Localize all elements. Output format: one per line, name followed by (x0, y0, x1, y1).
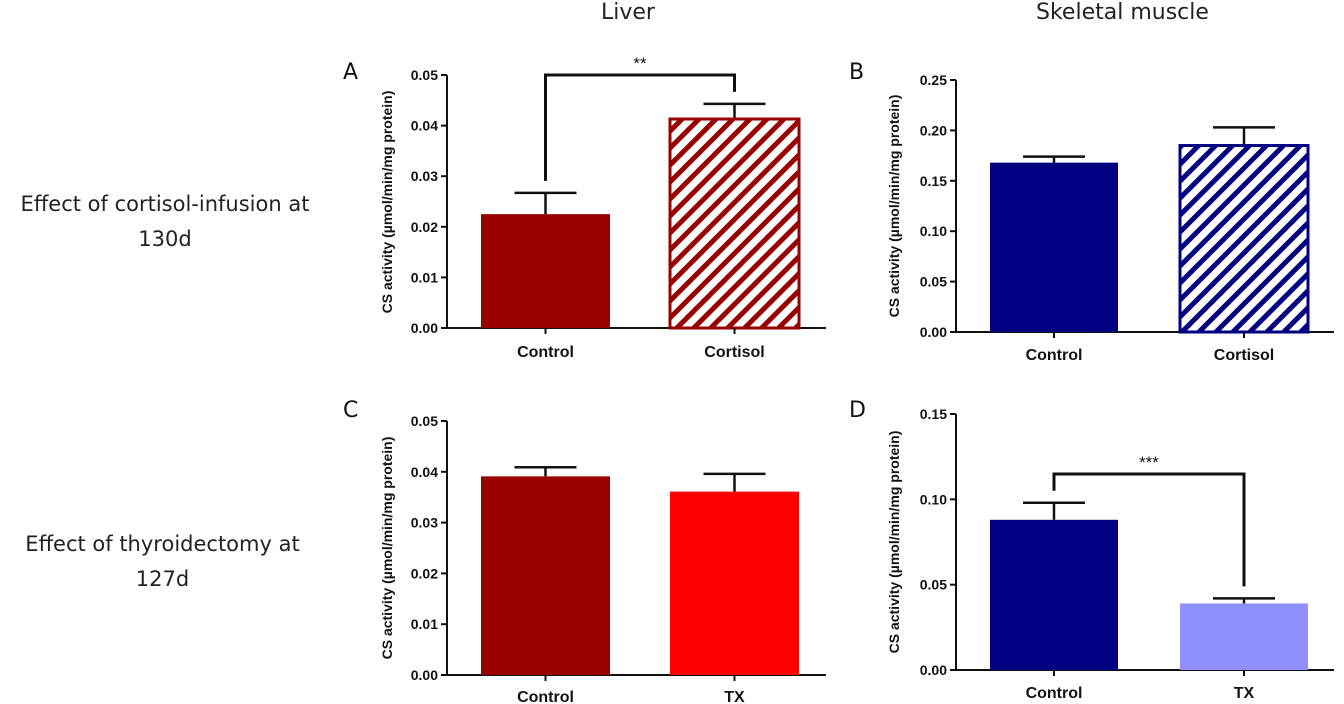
y-tick-label: 0.05 (920, 274, 947, 290)
panel-letter-a: A (343, 60, 359, 85)
bar-control (481, 214, 610, 328)
y-tick-label: 0.00 (411, 320, 438, 336)
y-tick-label: 0.05 (411, 67, 438, 83)
y-tick-label: 0.10 (920, 223, 947, 239)
y-axis-title: CS activity (µmol/min/mg protein) (886, 95, 902, 318)
x-tick-label: Control (517, 689, 574, 704)
significance-label: *** (1139, 453, 1159, 472)
y-axis-title: CS activity (µmol/min/mg protein) (886, 431, 902, 654)
y-tick-label: 0.03 (411, 168, 438, 184)
y-tick-label: 0.20 (920, 122, 947, 138)
y-axis-title: CS activity (µmol/min/mg protein) (379, 437, 395, 660)
panel-letter-c: C (343, 398, 359, 423)
y-tick-label: 0.25 (920, 72, 947, 88)
chart-d: 0.00 0.05 0.10 0.15 CS activity (µmol/min/mg… (886, 406, 1334, 702)
bar-cortisol (668, 117, 801, 330)
y-tick-label: 0.01 (411, 616, 438, 632)
x-tick-label: TX (724, 689, 745, 704)
y-tick-label: 0.02 (411, 219, 438, 235)
panel-letter-d: D (849, 398, 866, 423)
y-tick-label: 0.01 (411, 269, 438, 285)
significance-bracket (1052, 472, 1246, 587)
y-tick-label: 0.05 (411, 413, 438, 429)
chart-c: 0.00 0.01 0.02 0.03 0.04 0.05 CS activity (µmo… (379, 413, 826, 704)
y-tick-label: 0.04 (411, 464, 438, 480)
panel-letter-b: B (849, 60, 865, 85)
row-label-cortisol: Effect of cortisol-infusion at 130d (0, 187, 330, 257)
row-label-line1: Effect of thyroidectomy at (25, 532, 300, 556)
row-label-line2: 130d (138, 227, 192, 251)
x-tick-label: Control (1026, 347, 1083, 364)
y-tick-label: 0.05 (920, 577, 947, 593)
column-title-liver: Liver (601, 0, 655, 25)
bar-tx (670, 491, 799, 675)
x-tick-label: Cortisol (704, 344, 764, 361)
x-tick-label: Control (1026, 685, 1083, 702)
x-tick-label: Cortisol (1214, 347, 1274, 364)
chart-a: 0.00 0.01 0.02 0.03 0.04 0.05 CS activity (µmo… (379, 54, 826, 361)
y-tick-label: 0.15 (920, 173, 947, 189)
column-title-skeletal-muscle: Skeletal muscle (1036, 0, 1209, 25)
y-tick-label: 0.00 (920, 324, 947, 340)
chart-b: 0.00 0.05 0.10 0.15 0.20 0.25 CS activity (µmo… (886, 72, 1334, 364)
row-label-thyroidectomy: Effect of thyroidectomy at 127d (0, 527, 325, 597)
bar-control (990, 162, 1118, 332)
y-axis-title: CS activity (µmol/min/mg protein) (379, 91, 395, 314)
row-label-line2: 127d (135, 567, 190, 591)
significance-label: ** (633, 54, 647, 73)
y-tick-label: 0.00 (920, 662, 947, 678)
bar-control (481, 476, 610, 675)
significance-bracket (544, 73, 736, 181)
x-tick-label: Control (517, 344, 574, 361)
bar-control (990, 519, 1118, 670)
x-tick-label: TX (1234, 685, 1255, 702)
y-tick-label: 0.03 (411, 515, 438, 531)
row-label-line1: Effect of cortisol-infusion at (20, 192, 310, 216)
y-tick-label: 0.00 (411, 667, 438, 683)
bar-cortisol (1178, 144, 1310, 334)
y-tick-label: 0.02 (411, 565, 438, 581)
y-tick-label: 0.10 (920, 491, 947, 507)
y-tick-label: 0.04 (411, 118, 438, 134)
y-tick-label: 0.15 (920, 406, 947, 422)
bar-tx (1180, 603, 1308, 670)
